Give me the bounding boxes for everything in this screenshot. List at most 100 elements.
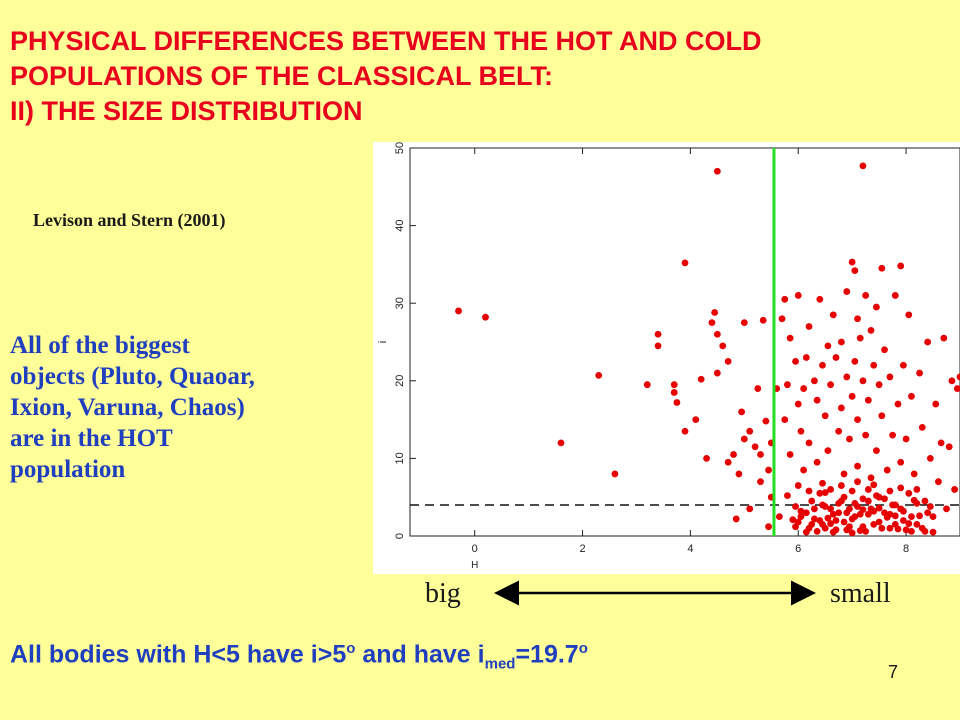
data-point	[910, 470, 918, 478]
data-point	[859, 162, 867, 170]
data-point	[937, 439, 945, 447]
data-point	[924, 509, 932, 517]
note-line-2: objects (Pluto, Quaoar,	[10, 363, 255, 390]
data-point	[827, 505, 834, 513]
data-point	[786, 334, 794, 342]
data-point	[829, 528, 837, 536]
degree-sign-2: o	[578, 640, 588, 657]
data-point	[482, 313, 489, 321]
data-point	[870, 520, 878, 528]
data-point	[611, 470, 619, 478]
data-point	[908, 527, 915, 535]
data-point	[851, 267, 859, 275]
data-point	[883, 466, 891, 474]
data-point	[929, 513, 937, 520]
data-point	[819, 361, 826, 369]
data-point	[781, 295, 789, 303]
data-point	[821, 524, 829, 532]
data-point	[751, 443, 759, 451]
data-point	[643, 381, 651, 389]
data-point	[708, 319, 716, 326]
data-point	[673, 399, 681, 406]
data-point	[797, 427, 805, 435]
x-tick-label: 6	[795, 543, 801, 555]
data-point	[932, 400, 940, 408]
data-point	[913, 520, 921, 528]
data-point	[878, 264, 886, 272]
data-point	[789, 516, 797, 524]
data-point	[813, 527, 821, 535]
x-tick-label: 2	[579, 543, 585, 555]
data-point	[697, 375, 705, 383]
data-point	[870, 481, 878, 489]
data-point	[851, 358, 859, 365]
y-tick-label: 50	[394, 142, 406, 154]
data-point	[897, 262, 905, 270]
data-point	[837, 482, 845, 489]
data-point	[711, 309, 719, 316]
data-point	[862, 292, 870, 299]
data-point	[819, 479, 826, 487]
data-point	[813, 396, 821, 404]
data-point	[848, 258, 856, 266]
data-point	[875, 381, 883, 389]
data-point	[875, 504, 883, 512]
data-point	[713, 369, 721, 377]
data-point	[805, 323, 813, 330]
x-tick-label: 4	[687, 543, 693, 555]
data-point	[953, 385, 960, 392]
data-point	[821, 489, 829, 496]
data-point	[808, 497, 816, 505]
data-point	[899, 517, 907, 524]
data-point	[681, 427, 689, 435]
data-point	[832, 354, 840, 361]
data-point	[835, 427, 843, 435]
data-point	[856, 334, 864, 342]
data-point	[713, 167, 721, 175]
data-point	[948, 377, 956, 385]
data-point	[455, 307, 462, 315]
title-line-1: PHYSICAL DIFFERENCES BETWEEN THE HOT AND…	[10, 26, 762, 56]
data-point	[918, 423, 926, 431]
data-point	[867, 474, 875, 482]
data-point	[864, 486, 872, 493]
data-point	[864, 396, 872, 404]
y-tick-label: 0	[394, 533, 406, 539]
data-point	[867, 505, 875, 513]
data-point	[794, 292, 802, 299]
data-point	[775, 513, 783, 520]
data-point	[848, 515, 856, 523]
data-point	[765, 523, 772, 531]
citation: Levison and Stern (2001)	[33, 210, 226, 230]
y-tick-label: 20	[394, 375, 406, 387]
data-point	[843, 373, 851, 381]
data-point	[859, 377, 867, 385]
data-point	[881, 346, 888, 354]
data-point	[738, 408, 746, 416]
summary-statement: All bodies with H<5 have i>5o and have i…	[10, 640, 588, 672]
degree-sign-1: o	[346, 640, 356, 657]
note-line-3: Ixion, Varuna, Chaos)	[10, 394, 245, 421]
data-point	[848, 392, 856, 400]
data-point	[800, 466, 808, 474]
size-arrow	[494, 580, 816, 606]
data-point	[891, 512, 899, 520]
data-point	[862, 431, 870, 439]
data-point	[802, 509, 810, 517]
data-point	[735, 470, 743, 478]
data-point	[794, 482, 802, 489]
data-point	[840, 470, 848, 478]
data-point	[891, 292, 899, 299]
data-point	[797, 513, 805, 520]
data-point	[762, 417, 770, 425]
data-point	[864, 497, 872, 505]
data-point	[786, 451, 794, 458]
data-point	[819, 501, 826, 509]
data-point	[859, 506, 867, 514]
data-point	[835, 509, 843, 517]
data-point	[854, 462, 861, 470]
data-point	[670, 381, 678, 389]
data-point	[681, 259, 689, 267]
data-point	[846, 523, 853, 531]
